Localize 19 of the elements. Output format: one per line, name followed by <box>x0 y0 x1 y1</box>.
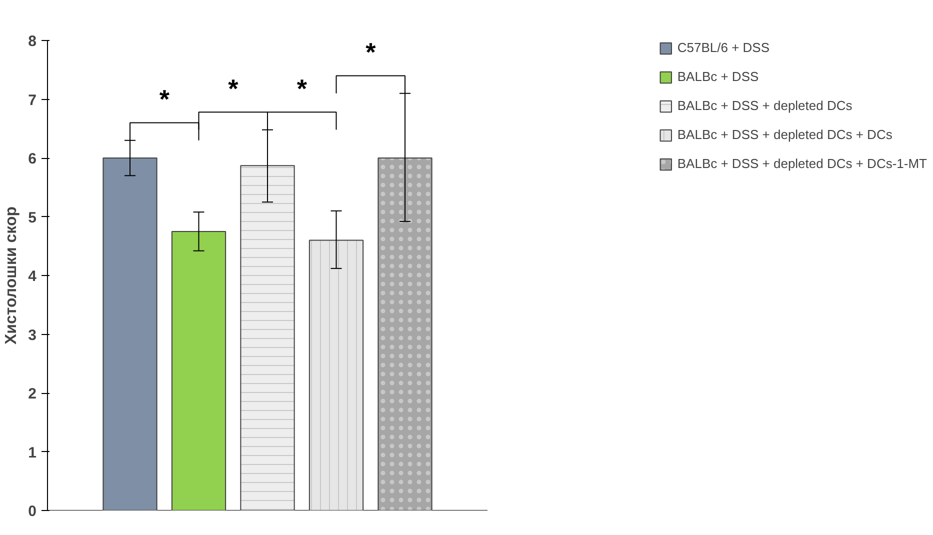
y-tick-label: 6 <box>28 150 36 168</box>
legend-label: BALBc + DSS + depleted DCs <box>677 98 852 113</box>
legend-label: BALBc + DSS + depleted DCs + DCs-1-MT <box>677 156 927 171</box>
y-tick-label: 7 <box>28 92 36 109</box>
y-tick-label: 8 <box>28 33 36 50</box>
annotation: * <box>296 73 308 104</box>
y-tick-label: 4 <box>28 268 38 285</box>
annotation: * <box>159 84 170 114</box>
annotation: * <box>228 73 240 104</box>
y-tick-label: 3 <box>28 326 36 344</box>
y-tick-label: 2 <box>28 386 36 402</box>
y-tick-label: 0 <box>28 503 36 520</box>
legend-label: BALBc + DSS <box>677 69 759 84</box>
annotation: * <box>366 36 377 67</box>
legend-label: BALBc + DSS + depleted DCs + DCs <box>677 127 892 142</box>
y-tick-label: 5 <box>28 209 36 226</box>
y-axis-title: Хистолошки скор <box>3 206 20 344</box>
y-tick-label: 1 <box>28 444 36 462</box>
legend-label: C57BL/6 + DSS <box>677 40 770 55</box>
